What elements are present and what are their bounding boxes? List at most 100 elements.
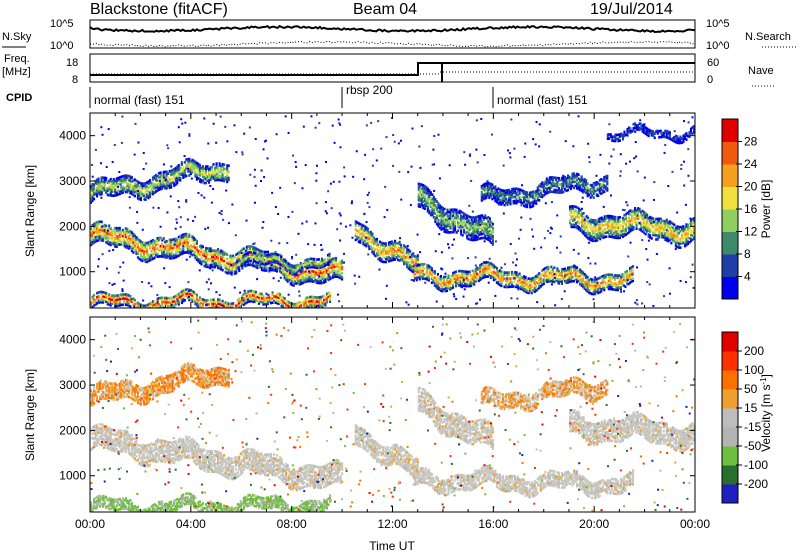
data-cell: [436, 277, 439, 280]
data-cell: [583, 184, 586, 187]
data-cell: [423, 203, 426, 206]
data-cell: [303, 306, 306, 308]
data-cell: [112, 236, 115, 240]
data-cell: [498, 279, 501, 283]
data-cell: [566, 268, 570, 272]
data-cell: [532, 190, 535, 193]
data-cell: [180, 252, 183, 256]
data-cell: [130, 184, 133, 188]
data-cell: [155, 304, 158, 307]
data-cell: [144, 308, 146, 311]
data-cell: [378, 258, 381, 262]
data-cell: [372, 236, 375, 240]
data-cell: [574, 278, 577, 281]
data-cell: [308, 263, 311, 267]
data-cell: [111, 194, 114, 197]
data-cell: [415, 264, 418, 268]
data-cell: [165, 186, 168, 190]
data-cell: [206, 265, 209, 269]
data-cell: [486, 192, 489, 195]
data-cell: [186, 166, 189, 169]
data-cell: [574, 176, 577, 180]
data-cell: [587, 220, 590, 224]
data-cell: [130, 245, 133, 249]
data-cell: [478, 225, 481, 228]
data-cell: [318, 277, 321, 281]
data-cell: [473, 230, 476, 234]
data-cell: [450, 274, 453, 278]
data-cell: [452, 226, 455, 230]
data-cell: [455, 282, 458, 286]
data-cell: [539, 278, 542, 282]
data-cell: [235, 263, 238, 267]
data-cell: [463, 214, 466, 218]
data-cell: [319, 295, 323, 299]
data-cell: [179, 251, 182, 254]
data-cell: [479, 278, 482, 281]
data-cell: [208, 309, 210, 312]
nave-trace: [90, 71, 695, 75]
data-cell: [535, 274, 538, 278]
data-cell: [606, 186, 609, 190]
data-cell: [124, 303, 127, 306]
data-cell: [497, 278, 500, 282]
data-cell: [313, 257, 316, 261]
data-cell: [576, 182, 579, 186]
data-cell: [233, 266, 236, 270]
data-cell: [283, 297, 286, 300]
data-cell: [360, 223, 363, 227]
data-cell: [604, 187, 607, 191]
data-cell: [114, 189, 117, 193]
data-cell: [211, 255, 214, 259]
data-cell: [520, 201, 523, 204]
data-cell: [413, 263, 416, 266]
data-cell: [529, 279, 532, 283]
data-cell: [165, 256, 168, 259]
data-cell: [257, 296, 260, 299]
data-cell: [371, 246, 374, 250]
data-cell: [490, 235, 493, 238]
data-cell: [568, 175, 571, 179]
data-cell: [434, 206, 437, 209]
data-cell: [238, 255, 241, 258]
data-cell: [112, 242, 115, 246]
data-cell: [454, 210, 457, 214]
data-cell: [290, 310, 292, 313]
data-cell: [542, 187, 545, 191]
data-cell: [142, 249, 146, 253]
data-cell: [594, 239, 597, 243]
data-cell: [598, 189, 601, 192]
data-cell: [236, 256, 239, 260]
data-cell: [596, 234, 599, 238]
data-cell: [390, 258, 394, 262]
data-cell: [569, 181, 573, 184]
data-cell: [563, 179, 567, 183]
data-cell: [100, 180, 103, 184]
data-cell: [360, 235, 363, 239]
data-cell: [455, 270, 458, 274]
data-cell: [622, 278, 626, 281]
noise-sky-label: N.Sky: [2, 31, 32, 43]
data-cell: [482, 272, 485, 275]
data-cell: [91, 234, 94, 237]
data-cell: [487, 226, 490, 229]
data-cell: [441, 215, 445, 218]
data-cell: [503, 191, 506, 195]
data-cell: [279, 301, 282, 304]
data-cell: [622, 276, 626, 279]
data-cell: [183, 175, 186, 178]
data-cell: [554, 279, 557, 282]
data-cell: [430, 273, 433, 276]
data-cell: [207, 303, 211, 306]
data-cell: [182, 295, 185, 299]
data-cell: [215, 174, 218, 178]
data-cell: [206, 309, 208, 312]
data-cell: [96, 231, 99, 234]
data-cell: [162, 180, 165, 184]
data-cell: [97, 230, 100, 234]
data-cell: [206, 167, 209, 170]
data-cell: [94, 238, 97, 241]
data-cell: [591, 239, 594, 243]
data-cell: [156, 297, 159, 301]
data-cell: [174, 174, 177, 178]
